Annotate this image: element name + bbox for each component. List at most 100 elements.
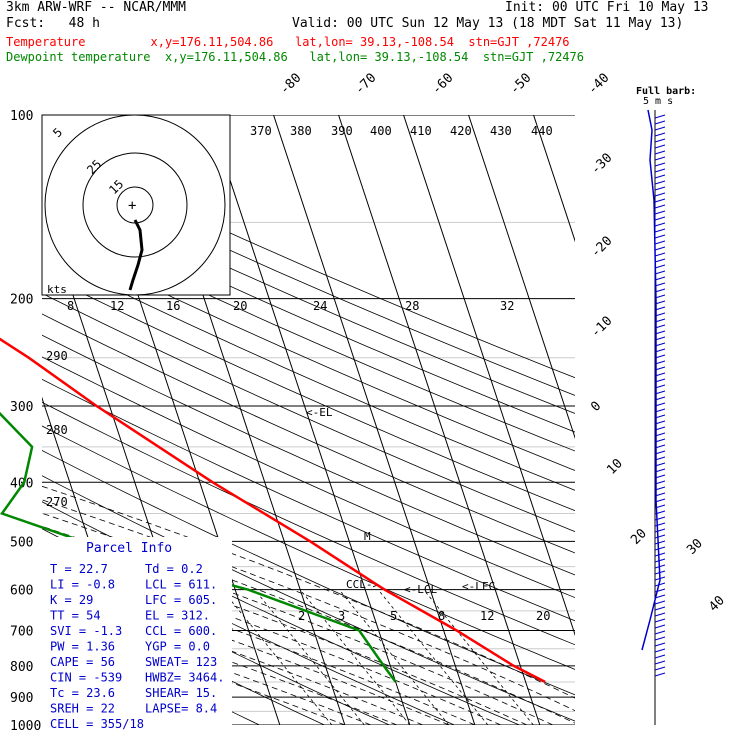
parcel-info-right: CCL = 600. xyxy=(145,624,217,638)
parcel-info-left: SREH = 22 xyxy=(50,702,115,716)
moist-adiabat xyxy=(42,574,450,725)
wind-barb xyxy=(654,606,666,611)
parcel-info-right: EL = 312. xyxy=(145,609,210,623)
dry-adiabat xyxy=(42,585,325,725)
wind-barb xyxy=(654,552,666,557)
barb-legend-title: Full barb: xyxy=(636,86,696,97)
isotherm xyxy=(403,115,575,637)
wind-barb-column: Full barb:5 m s xyxy=(636,86,696,725)
mixing-ratio-line xyxy=(221,589,333,725)
wind-barb xyxy=(654,234,666,239)
isotherm xyxy=(338,115,541,725)
hodograph-speed-label: 20 xyxy=(233,299,247,313)
wind-barb xyxy=(654,120,666,125)
wind-barb xyxy=(654,144,666,149)
dry-adiabat xyxy=(42,161,575,396)
dry-adiabat xyxy=(42,425,575,670)
wind-barb xyxy=(654,138,666,143)
isotherm-label: 10 xyxy=(604,456,626,478)
parcel-info-right: LAPSE= 8.4 xyxy=(145,702,217,716)
theta-label: 440 xyxy=(531,124,553,138)
wind-barb xyxy=(654,204,666,209)
mixing-ratio-line xyxy=(299,589,411,725)
wind-barb xyxy=(654,630,666,635)
pressure-label: 900 xyxy=(10,691,33,706)
hodograph-speed-label: 16 xyxy=(166,299,180,313)
isotherm-label: -50 xyxy=(507,71,534,98)
init-time: Init: 00 UTC Fri 10 May 13 xyxy=(505,0,709,15)
moist-adiabat xyxy=(42,512,575,724)
isotherm-label: -20 xyxy=(588,234,615,261)
wind-barb xyxy=(654,600,666,605)
parcel-info-title: Parcel Info xyxy=(86,541,172,556)
hodograph-speed-label: 28 xyxy=(405,299,419,313)
wind-barb xyxy=(654,198,666,203)
theta-label: 290 xyxy=(46,349,68,363)
wind-barb xyxy=(654,582,666,587)
wind-barb xyxy=(654,258,666,263)
isotherm-label: -40 xyxy=(585,71,612,98)
dewpoint-legend: Dewpoint temperature x,y=176.11,504.86 l… xyxy=(6,50,584,64)
parcel-info-left: CIN = -539 xyxy=(50,671,122,685)
dry-adiabat xyxy=(42,144,575,379)
wind-barb xyxy=(654,240,666,245)
parcel-info-left: PW = 1.36 xyxy=(50,640,115,654)
parcel-info-right: LCL = 611. xyxy=(145,578,217,592)
barb-legend-units: 5 m s xyxy=(643,96,673,107)
parcel-info-right: Td = 0.2 xyxy=(145,562,203,576)
hodograph-trace xyxy=(128,219,144,291)
isotherm-label: 40 xyxy=(706,593,728,615)
pressure-label: 100 xyxy=(10,109,33,124)
wind-barb xyxy=(654,528,666,533)
wind-barb xyxy=(654,288,666,293)
wind-barb xyxy=(654,156,666,161)
mixing-ratio-line xyxy=(377,589,489,725)
wind-barb xyxy=(654,594,666,599)
wind-barb xyxy=(654,666,666,671)
mixing-ratio-label: 3 xyxy=(338,609,345,623)
valid-time: Valid: 00 UTC Sun 12 May 13 (18 MDT Sat … xyxy=(292,16,684,31)
isotherm-label: 0 xyxy=(588,399,604,415)
wind-barb xyxy=(654,282,666,287)
wind-barb xyxy=(654,618,666,623)
mixing-ratio-line xyxy=(423,589,534,725)
dry-adiabat xyxy=(42,253,575,491)
wind-barb xyxy=(654,162,666,167)
mixing-ratio-label: 8 xyxy=(438,609,445,623)
wind-barb xyxy=(654,186,666,191)
dry-adiabat xyxy=(42,401,575,646)
wind-barb xyxy=(654,624,666,629)
dry-adiabat xyxy=(42,292,575,533)
wind-barb xyxy=(654,216,666,221)
theta-label: 280 xyxy=(46,423,68,437)
wind-barb xyxy=(654,132,666,137)
isotherm-label: -30 xyxy=(588,151,615,178)
dry-adiabat xyxy=(42,234,575,471)
pressure-label: 800 xyxy=(10,660,33,675)
theta-label: 270 xyxy=(46,495,68,509)
isotherm xyxy=(208,115,411,725)
dry-adiabat xyxy=(42,356,575,599)
wind-barb xyxy=(654,222,666,227)
el-marker: <-EL xyxy=(306,406,333,419)
wind-barb xyxy=(654,636,666,641)
wind-barb xyxy=(654,654,666,659)
dry-adiabat xyxy=(42,179,575,414)
wind-barb xyxy=(654,660,666,665)
wind-barb-staff xyxy=(641,109,661,651)
theta-label: 420 xyxy=(450,124,472,138)
pressure-label: 300 xyxy=(10,400,33,415)
wind-barb xyxy=(654,270,666,275)
m-marker: M xyxy=(364,530,371,543)
mixing-ratio-label: 20 xyxy=(536,609,550,623)
mixing-ratio-label: 12 xyxy=(480,609,494,623)
isotherm xyxy=(468,115,575,440)
parcel-info-right: SWEAT= 123 xyxy=(145,655,217,669)
lfc-marker: <-LFC xyxy=(462,580,495,593)
mixing-ratio-label: 2 xyxy=(298,609,305,623)
parcel-info-box xyxy=(42,537,232,725)
hodograph-speed-label: 8 xyxy=(67,299,74,313)
wind-barb xyxy=(654,210,666,215)
wind-barb xyxy=(654,246,666,251)
dewpoint-profile xyxy=(0,411,397,683)
